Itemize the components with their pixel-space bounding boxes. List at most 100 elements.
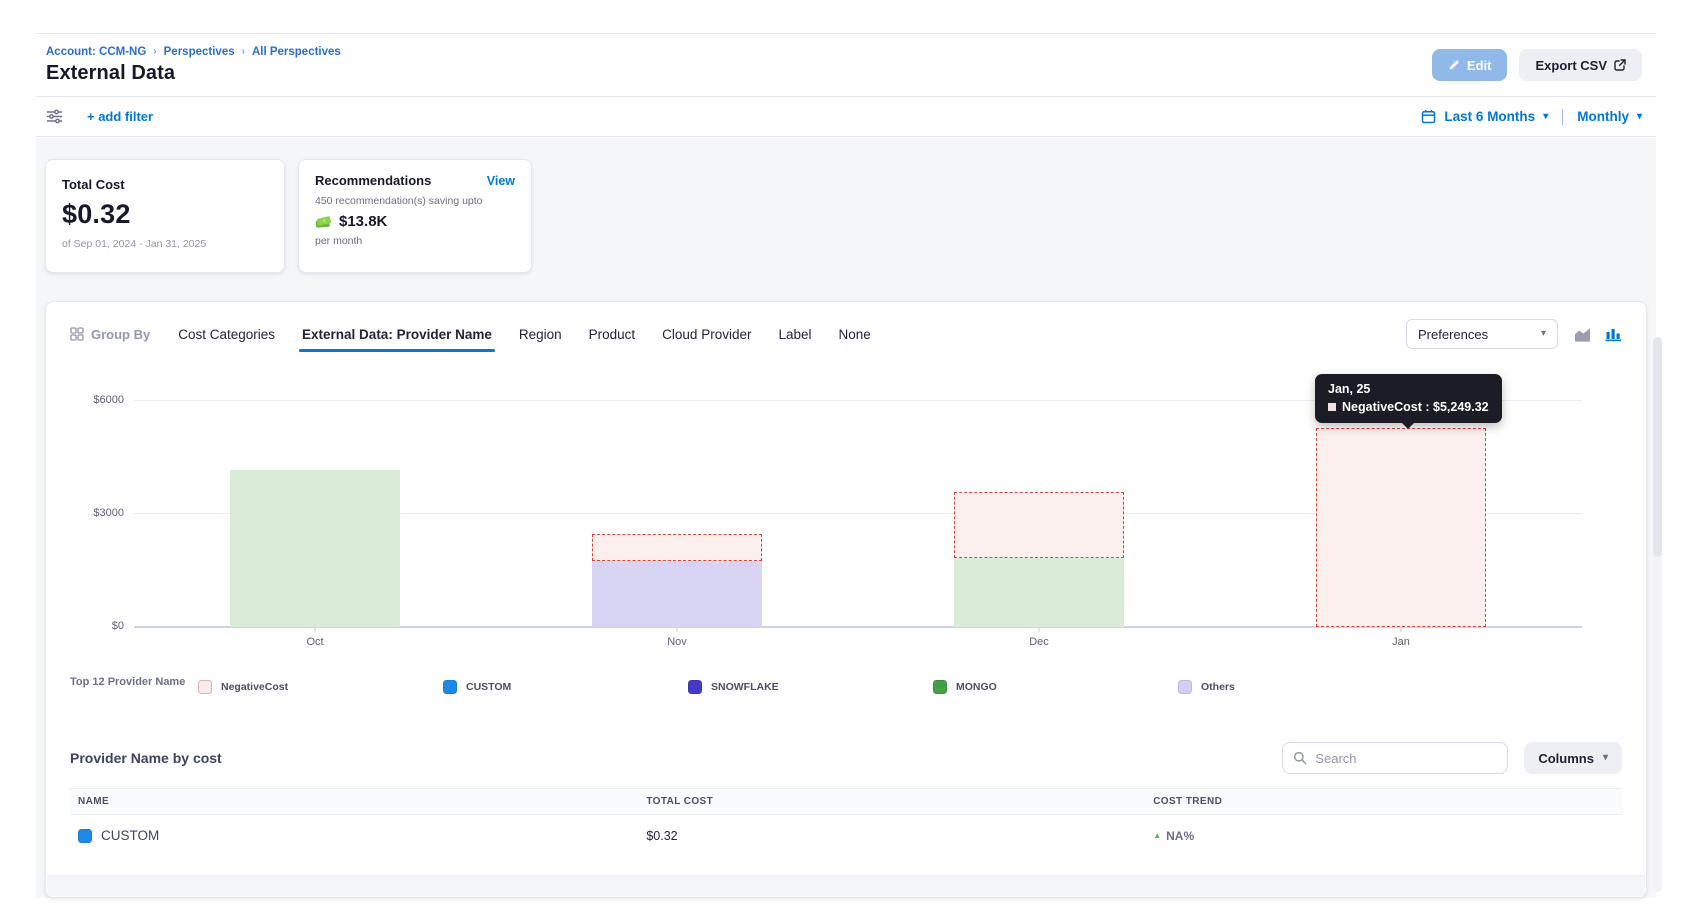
legend-swatch bbox=[443, 680, 457, 694]
provider-total-cost: $0.32 bbox=[646, 829, 1153, 843]
external-link-icon bbox=[1614, 59, 1626, 71]
bar-jan[interactable] bbox=[1220, 400, 1582, 627]
add-filter-button[interactable]: + add filter bbox=[87, 109, 153, 124]
x-tick bbox=[1401, 627, 1402, 632]
group-by-tabs: Cost Categories External Data: Provider … bbox=[178, 327, 871, 342]
recommendations-per-month: per month bbox=[315, 235, 515, 247]
breadcrumb: Account: CCM-NG › Perspectives › All Per… bbox=[46, 46, 341, 58]
export-csv-button[interactable]: Export CSV bbox=[1519, 49, 1642, 81]
y-tick-6000: $6000 bbox=[70, 394, 124, 406]
scrollbar-thumb[interactable] bbox=[1653, 337, 1662, 557]
chevron-down-icon[interactable]: ▾ bbox=[1637, 112, 1642, 122]
x-tick bbox=[315, 627, 316, 632]
x-label-dec: Dec bbox=[1029, 636, 1049, 648]
vertical-scrollbar[interactable] bbox=[1653, 337, 1662, 892]
bar-chart-icon[interactable] bbox=[1605, 326, 1622, 342]
legend-label: MONGO bbox=[956, 681, 997, 693]
search-icon bbox=[1293, 751, 1307, 765]
date-range-dropdown[interactable]: Last 6 Months bbox=[1444, 109, 1535, 124]
perspective-panel: Group By Cost Categories External Data: … bbox=[45, 301, 1647, 898]
legend-title: Top 12 Provider Name bbox=[70, 674, 198, 691]
trend-up-icon: ▲ bbox=[1153, 832, 1161, 840]
chevron-down-icon: ▾ bbox=[1603, 753, 1608, 763]
tab-region[interactable]: Region bbox=[519, 327, 562, 342]
legend-item-custom[interactable]: CUSTOM bbox=[443, 680, 688, 694]
recommendations-card: Recommendations View 450 recommendation(… bbox=[298, 159, 532, 273]
legend-label: SNOWFLAKE bbox=[711, 681, 779, 693]
legend-label: CUSTOM bbox=[466, 681, 511, 693]
tab-cloud-provider[interactable]: Cloud Provider bbox=[662, 327, 751, 342]
table-toolbar: Provider Name by cost Columns ▾ bbox=[70, 742, 1622, 774]
view-recommendations-link[interactable]: View bbox=[487, 174, 515, 188]
columns-label: Columns bbox=[1538, 751, 1594, 766]
x-tick bbox=[677, 627, 678, 632]
recommendations-title: Recommendations bbox=[315, 173, 431, 188]
perspective-page: Account: CCM-NG › Perspectives › All Per… bbox=[0, 0, 1692, 920]
column-header-name[interactable]: NAME bbox=[78, 796, 646, 807]
bar-segment-snowflake bbox=[592, 561, 762, 627]
page-header: Account: CCM-NG › Perspectives › All Per… bbox=[36, 34, 1656, 97]
bar-dec[interactable] bbox=[858, 400, 1220, 627]
table-header-row: NAME TOTAL COST COST TREND bbox=[70, 788, 1622, 815]
bar-segment-negativecost bbox=[954, 492, 1124, 558]
breadcrumb-all-perspectives[interactable]: All Perspectives bbox=[252, 46, 341, 58]
tab-external-data-provider-name[interactable]: External Data: Provider Name bbox=[302, 327, 492, 342]
calendar-icon bbox=[1421, 109, 1436, 124]
provider-cost-trend: NA% bbox=[1166, 829, 1194, 843]
breadcrumb-perspectives[interactable]: Perspectives bbox=[164, 46, 235, 58]
legend-item-others[interactable]: Others bbox=[1178, 680, 1423, 694]
column-header-cost-trend[interactable]: COST TREND bbox=[1153, 796, 1614, 807]
edit-button[interactable]: Edit bbox=[1432, 49, 1508, 81]
bar-segment-mongo bbox=[954, 558, 1124, 627]
bar-segment-mongo bbox=[230, 470, 400, 627]
table-search bbox=[1282, 742, 1508, 774]
tab-product[interactable]: Product bbox=[589, 327, 636, 342]
divider bbox=[1562, 109, 1563, 125]
legend-swatch bbox=[933, 680, 947, 694]
preferences-dropdown[interactable]: Preferences ▾ bbox=[1406, 319, 1558, 349]
legend-item-mongo[interactable]: MONGO bbox=[933, 680, 1178, 694]
x-tick bbox=[1039, 627, 1040, 632]
recommendations-savings-value: $13.8K bbox=[339, 213, 387, 230]
breadcrumb-account[interactable]: Account: CCM-NG bbox=[46, 46, 146, 58]
filter-sliders-icon[interactable] bbox=[46, 108, 63, 125]
y-tick-0: $0 bbox=[70, 620, 124, 632]
legend-label: NegativeCost bbox=[221, 681, 288, 693]
granularity-dropdown[interactable]: Monthly bbox=[1577, 109, 1629, 124]
recommendations-count-text: 450 recommendation(s) saving upto bbox=[315, 195, 515, 207]
legend-label: Others bbox=[1201, 681, 1235, 693]
legend-swatch bbox=[198, 680, 212, 694]
columns-button[interactable]: Columns ▾ bbox=[1524, 742, 1622, 774]
content-container: Account: CCM-NG › Perspectives › All Per… bbox=[36, 33, 1656, 920]
bar-oct[interactable] bbox=[134, 400, 496, 627]
legend-item-negativecost[interactable]: NegativeCost bbox=[198, 680, 443, 694]
money-icon bbox=[315, 214, 332, 229]
chart-legend: Top 12 Provider Name NegativeCost CUSTOM bbox=[70, 674, 1622, 714]
chart-plot: $6000 $3000 $0 Oct Nov Dec Jan Ja bbox=[134, 400, 1582, 627]
bar-segment-negativecost bbox=[592, 534, 762, 561]
export-csv-label: Export CSV bbox=[1535, 58, 1607, 73]
total-cost-period: of Sep 01, 2024 - Jan 31, 2025 bbox=[62, 238, 268, 250]
tab-cost-categories[interactable]: Cost Categories bbox=[178, 327, 275, 342]
pencil-icon bbox=[1448, 59, 1460, 71]
edit-button-label: Edit bbox=[1467, 58, 1492, 73]
chevron-down-icon[interactable]: ▾ bbox=[1543, 112, 1548, 122]
x-label-jan: Jan bbox=[1392, 636, 1410, 648]
bar-segment-negativecost bbox=[1316, 428, 1486, 627]
table-row[interactable]: CUSTOM $0.32 ▲ NA% bbox=[70, 815, 1622, 856]
grid-icon bbox=[70, 327, 84, 341]
cost-chart: $6000 $3000 $0 Oct Nov Dec Jan Ja bbox=[70, 364, 1622, 666]
x-label-nov: Nov bbox=[667, 636, 687, 648]
search-input[interactable] bbox=[1315, 751, 1497, 766]
tab-label[interactable]: Label bbox=[778, 327, 811, 342]
tooltip-value: NegativeCost : $5,249.32 bbox=[1342, 400, 1489, 414]
tab-none[interactable]: None bbox=[839, 327, 871, 342]
chevron-right-icon: › bbox=[153, 46, 156, 57]
tooltip-series-swatch bbox=[1328, 403, 1336, 411]
group-by-label: Group By bbox=[91, 327, 150, 342]
bar-nov[interactable] bbox=[496, 400, 858, 627]
area-chart-icon[interactable] bbox=[1574, 326, 1592, 342]
column-header-total-cost[interactable]: TOTAL COST bbox=[646, 796, 1153, 807]
total-cost-title: Total Cost bbox=[62, 177, 268, 192]
legend-item-snowflake[interactable]: SNOWFLAKE bbox=[688, 680, 933, 694]
